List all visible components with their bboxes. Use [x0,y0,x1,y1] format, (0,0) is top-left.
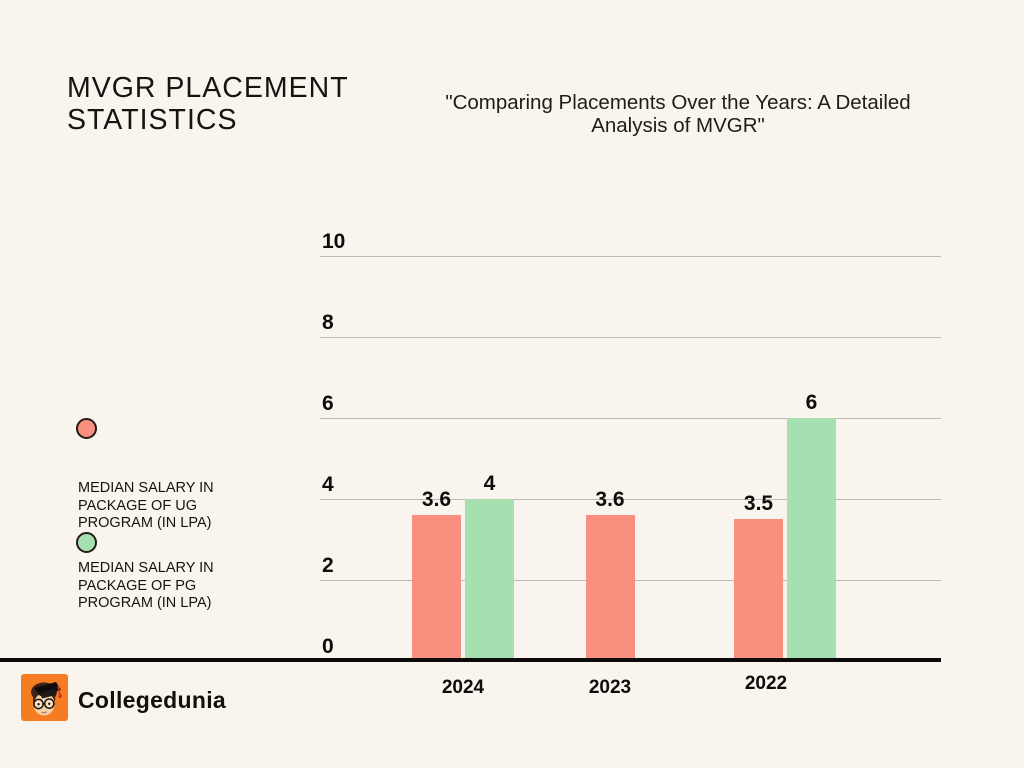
bar-pg-2022 [787,418,836,661]
y-tick-label-10: 10 [322,230,346,253]
bar-pg-2024 [465,499,514,661]
gridline-10 [320,256,941,257]
bar-chart-plot-area: 0 2 4 6 8 10 3.6 4 2024 3.6 2023 3.5 6 2022 [320,230,941,698]
legend-label-ug: MEDIAN SALARY IN PACKAGE OF UG PROGRAM (… [78,480,214,531]
gridline-4 [320,499,941,500]
bar-value-ug-2024: 3.6 [421,488,452,512]
bar-value-ug-2023: 3.6 [595,488,625,512]
x-tick-label-2022: 2022 [744,673,788,694]
bar-ug-2023 [585,515,635,661]
page-title: MVGR PLACEMENT STATISTICS [67,72,349,136]
bar-value-pg-2022: 6 [805,391,818,414]
x-tick-label-2024: 2024 [441,677,485,698]
collegedunia-mascot-icon [21,674,68,721]
bar-ug-2024 [412,515,461,661]
gridline-6 [320,418,941,419]
bar-value-ug-2022: 3.5 [743,492,774,516]
y-tick-label-0: 0 [322,635,334,658]
x-tick-label-2023: 2023 [588,677,632,698]
ug-series-circle-icon [76,418,97,439]
pg-series-circle-icon [76,532,97,553]
bar-value-pg-2024: 4 [483,472,496,495]
legend-label-pg: MEDIAN SALARY IN PACKAGE OF PG PROGRAM (… [78,560,214,611]
y-tick-label-6: 6 [322,392,334,415]
gridline-8 [320,337,941,338]
y-tick-label-2: 2 [322,554,334,577]
y-tick-label-4: 4 [322,473,334,496]
brand-name: Collegedunia [78,687,227,713]
bar-ug-2022 [734,519,783,661]
x-axis-line [0,658,941,662]
y-tick-label-8: 8 [322,311,334,334]
page-subtitle: "Comparing Placements Over the Years: A … [445,91,911,137]
